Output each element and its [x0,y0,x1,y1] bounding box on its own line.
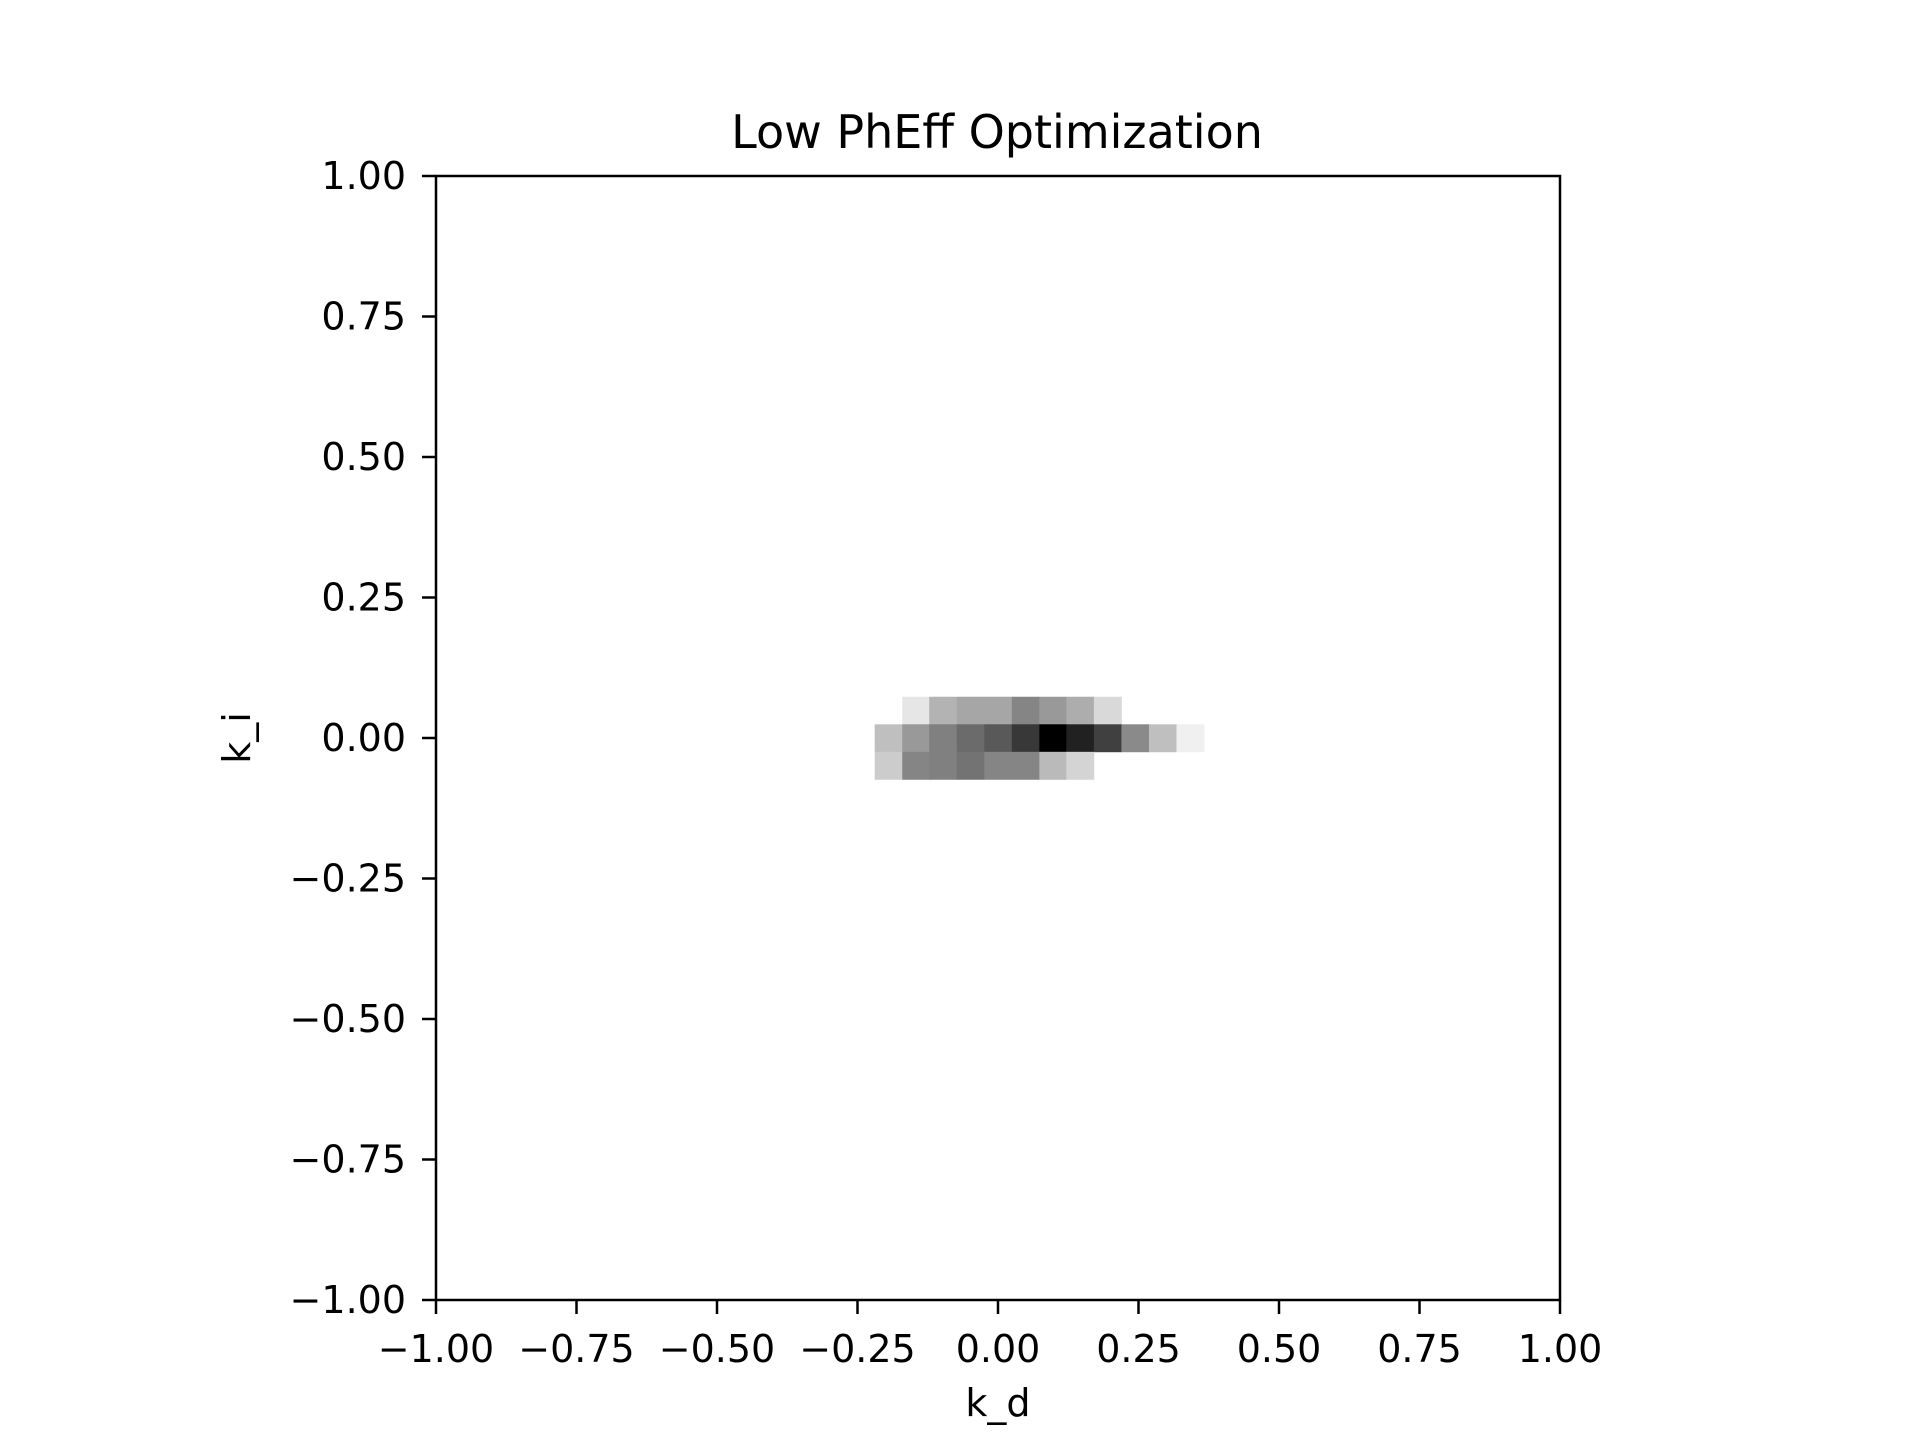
y-tick-label: 0.00 [321,716,406,760]
y-tick-label: 0.25 [321,576,406,620]
y-tick-label: −0.75 [290,1138,406,1182]
y-tick-label: −0.50 [290,997,406,1041]
heatmap-cell [1093,696,1122,725]
heatmap-cell [902,724,931,753]
heatmap-cell [929,751,958,780]
heatmap-cell [956,724,985,753]
heatmap-cell [1066,696,1095,725]
y-tick-label: −0.25 [290,857,406,901]
x-tick-label: 0.25 [1096,1327,1181,1371]
heatmap-cells [874,696,1205,780]
x-tick-label: −0.25 [799,1327,915,1371]
y-axis-label: k_i [215,712,259,764]
heatmap-cell [1093,724,1122,753]
heatmap-cell [1148,724,1177,753]
heatmap-cell [1066,751,1095,780]
x-tick-label: 0.75 [1377,1327,1462,1371]
heatmap-cell [902,751,931,780]
heatmap-cell [1039,751,1068,780]
y-tick-label: −1.00 [290,1278,406,1322]
heatmap-cell [874,751,903,780]
x-tick-label: 0.50 [1237,1327,1322,1371]
x-axis-ticks: −1.00 −0.75 −0.50 −0.25 0.00 0.25 0.50 0.75 1.00 [378,1300,1603,1371]
heatmap-cell [1039,724,1068,753]
heatmap-cell [1039,696,1068,725]
heatmap-cell [956,751,985,780]
x-axis-label: k_d [965,1381,1030,1425]
x-tick-label: 0.00 [956,1327,1041,1371]
heatmap-cell [984,751,1013,780]
x-tick-label: −0.75 [518,1327,634,1371]
heatmap-cell [1011,724,1040,753]
x-tick-label: 1.00 [1518,1327,1603,1371]
y-axis-ticks: 1.00 0.75 0.50 0.25 0.00 −0.25 −0.50 −0.75 −1.00 [290,154,436,1322]
heatmap-cell [984,724,1013,753]
heatmap-cell [929,696,958,725]
chart-title: Low PhEff Optimization [731,105,1263,159]
heatmap-cell [1011,696,1040,725]
y-tick-label: 0.50 [321,435,406,479]
y-tick-label: 1.00 [321,154,406,198]
heatmap-cell [929,724,958,753]
x-tick-label: −0.50 [659,1327,775,1371]
heatmap-cell [956,696,985,725]
x-tick-label: −1.00 [378,1327,494,1371]
heatmap-cell [1121,724,1150,753]
y-tick-label: 0.75 [321,295,406,339]
heatmap-cell [902,696,931,725]
heatmap-cell [1066,724,1095,753]
heatmap-cell [1176,724,1205,753]
heatmap-cell [874,724,903,753]
heatmap-cell [984,696,1013,725]
heatmap-cell [1011,751,1040,780]
